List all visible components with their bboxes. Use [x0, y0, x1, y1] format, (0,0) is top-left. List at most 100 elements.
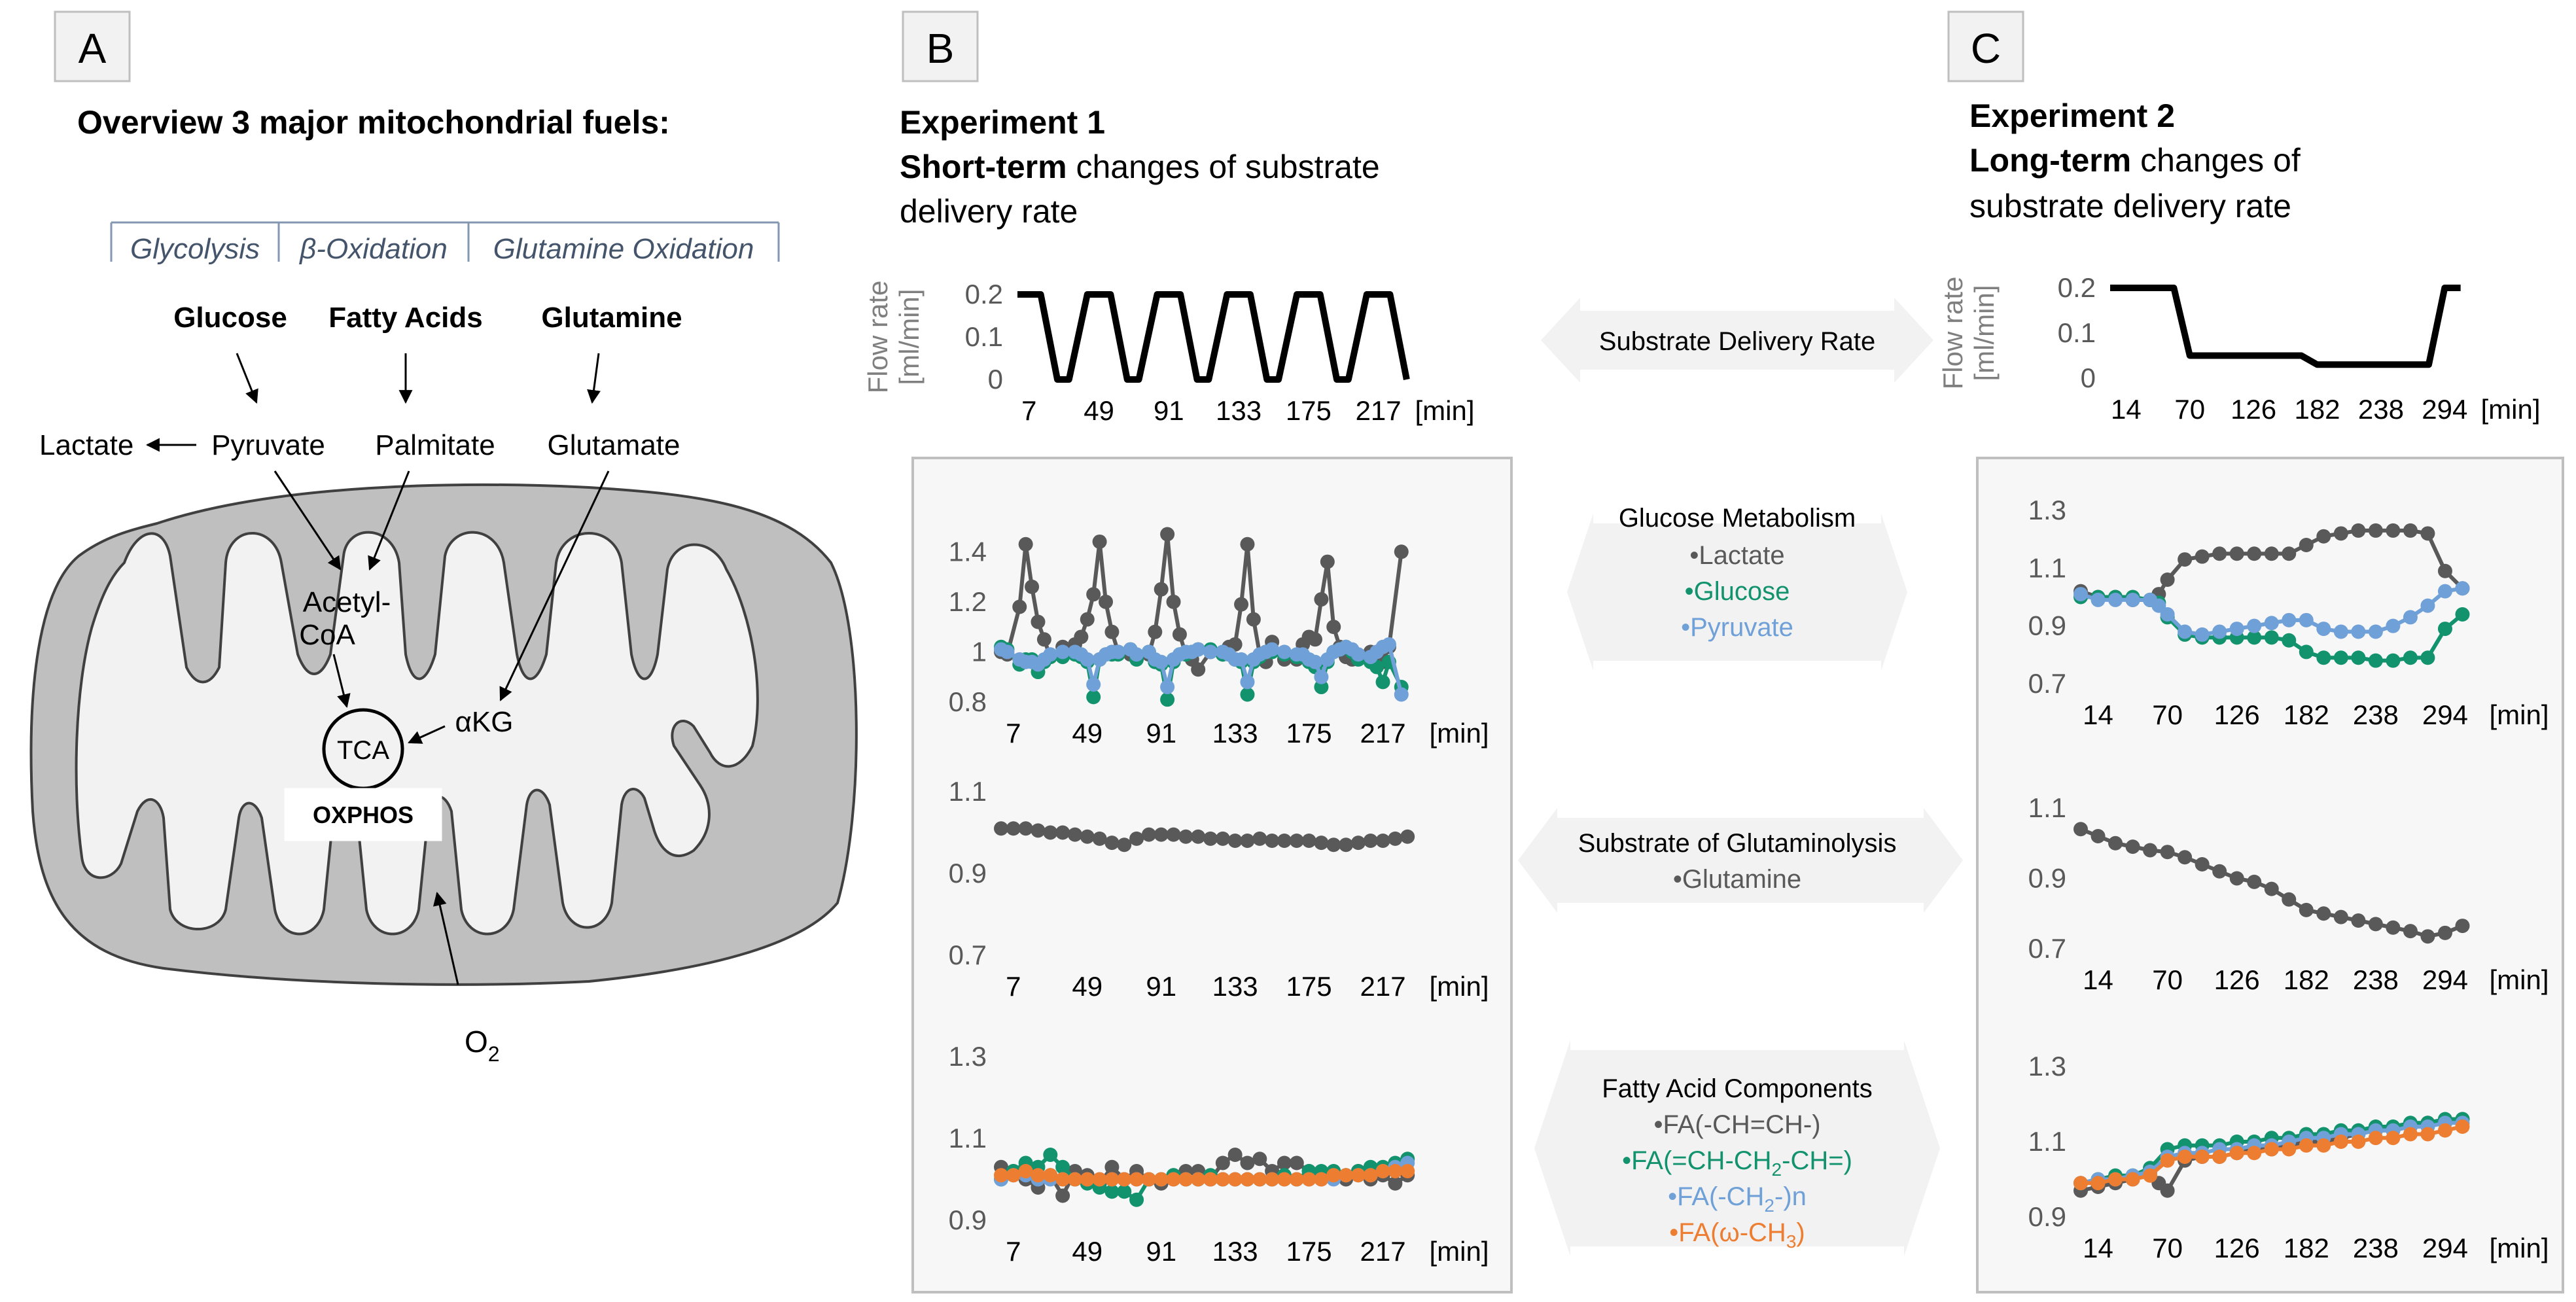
data-point: [2386, 920, 2401, 935]
data-point: [1012, 599, 1027, 614]
data-point: [1240, 1155, 1255, 1170]
data-point: [1036, 632, 1051, 647]
data-point: [2073, 1176, 2088, 1191]
data-point: [2420, 598, 2435, 613]
data-point: [1265, 642, 1280, 657]
chart-c-flow: 0 0.1 0.2 14 70 126 182 238 294 [min] Flow rate[ml…: [1937, 272, 2541, 425]
data-point: [2073, 587, 2088, 602]
pathway-header-glycolysis: Glycolysis: [130, 233, 260, 265]
x-axis-label: [min]: [1429, 1236, 1489, 1267]
x-tick-label: 49: [1072, 718, 1103, 748]
x-tick-label: 294: [2422, 394, 2467, 425]
x-tick-label: 294: [2422, 964, 2468, 995]
data-point: [2351, 624, 2366, 639]
data-point: [2229, 871, 2244, 886]
panel-b-heading-line3: delivery rate: [900, 193, 1078, 230]
panel-b-heading-line2: Short-term changes of substrate: [900, 149, 1380, 185]
data-point: [1339, 837, 1354, 853]
data-point: [1086, 677, 1101, 692]
panel-b-heading-line1: Experiment 1: [900, 104, 1105, 141]
data-point: [2455, 919, 2470, 934]
data-point: [2437, 622, 2452, 637]
data-point: [994, 1168, 1008, 1183]
data-point: [2264, 630, 2279, 645]
data-point: [1326, 837, 1341, 853]
x-axis-label: [min]: [2489, 699, 2549, 730]
data-point: [2403, 610, 2418, 625]
panel-a-letter: A: [79, 25, 107, 72]
panel-c-heading-line2: Long-term changes of: [1969, 142, 2301, 179]
data-point: [1289, 1172, 1304, 1187]
x-tick-label: 7: [1006, 718, 1021, 748]
x-tick-label: 182: [2284, 1233, 2329, 1263]
data-point: [2455, 607, 2470, 622]
data-point: [1227, 1148, 1243, 1162]
data-point: [2282, 633, 2297, 648]
x-tick-label: 14: [2111, 394, 2142, 425]
data-point: [1215, 1155, 1230, 1170]
data-point: [2333, 909, 2348, 924]
data-point: [1018, 821, 1033, 836]
y-tick-label: 1.3: [2028, 495, 2066, 525]
y-tick-label: 1: [972, 636, 987, 667]
data-point: [2299, 902, 2314, 917]
data-point: [1117, 1184, 1132, 1199]
x-axis-label: [min]: [2489, 1233, 2549, 1263]
data-point: [2333, 1135, 2348, 1149]
data-point: [2091, 592, 2106, 607]
x-axis-label: [min]: [1429, 718, 1489, 748]
fuel-glutamine: Glutamine: [541, 302, 682, 334]
data-point: [2091, 1176, 2106, 1191]
label-palmitate: Palmitate: [375, 429, 495, 461]
data-point: [1160, 692, 1175, 707]
data-point: [2437, 925, 2452, 940]
data-point: [1148, 624, 1163, 639]
data-point: [1141, 827, 1156, 842]
x-tick-label: 175: [1286, 1236, 1332, 1267]
data-point: [1314, 669, 1329, 684]
data-point: [1320, 554, 1335, 569]
y-tick-label: 0.9: [2028, 610, 2066, 641]
data-point: [2403, 650, 2418, 665]
data-point: [1099, 594, 1113, 609]
data-point: [1080, 829, 1095, 844]
data-point: [2229, 1146, 2244, 1161]
data-point: [1067, 1172, 1082, 1187]
data-point: [1117, 1172, 1132, 1187]
data-point: [2178, 850, 2193, 865]
data-point: [1018, 537, 1033, 552]
data-point: [1234, 652, 1249, 667]
x-tick-label: 14: [2083, 699, 2113, 730]
data-point: [2264, 546, 2279, 561]
data-point: [2160, 1153, 2175, 1168]
panel-a-title: Overview 3 major mitochondrial fuels:: [77, 104, 670, 141]
x-tick-label: 217: [1360, 971, 1405, 1002]
data-point: [1350, 836, 1366, 851]
pathway-header-bar: Glycolysis β-Oxidation Glutamine Oxidati…: [110, 221, 780, 265]
data-point: [2178, 624, 2193, 639]
x-tick-label: 49: [1084, 395, 1114, 426]
data-point: [2437, 563, 2452, 578]
data-point: [2195, 549, 2210, 564]
panel-c-heading-line3: substrate delivery rate: [1969, 188, 2291, 224]
data-point: [1129, 831, 1144, 846]
label-tca: TCA: [337, 736, 389, 765]
data-point: [1092, 534, 1107, 549]
data-point: [2212, 624, 2227, 639]
data-point: [2351, 1135, 2366, 1149]
data-point: [1117, 837, 1132, 853]
data-point: [2386, 1131, 2401, 1146]
data-point: [2108, 836, 2123, 851]
glutaminolysis-title: Substrate of Glutaminolysis: [1578, 829, 1897, 858]
data-point: [2108, 592, 2123, 607]
data-point: [1240, 537, 1255, 552]
y-axis-label: Flow rate[ml/min]: [1937, 277, 2000, 390]
data-point: [1394, 544, 1409, 559]
glucose-metabolism-arrow: [1567, 514, 1907, 671]
y-tick-label: 1.1: [949, 776, 987, 807]
glutaminolysis-arrow: [1518, 808, 1963, 913]
fatty-acid-arrow: [1534, 1040, 1940, 1256]
data-point: [1234, 597, 1249, 612]
data-point: [1172, 627, 1187, 642]
data-point: [2282, 546, 2297, 561]
